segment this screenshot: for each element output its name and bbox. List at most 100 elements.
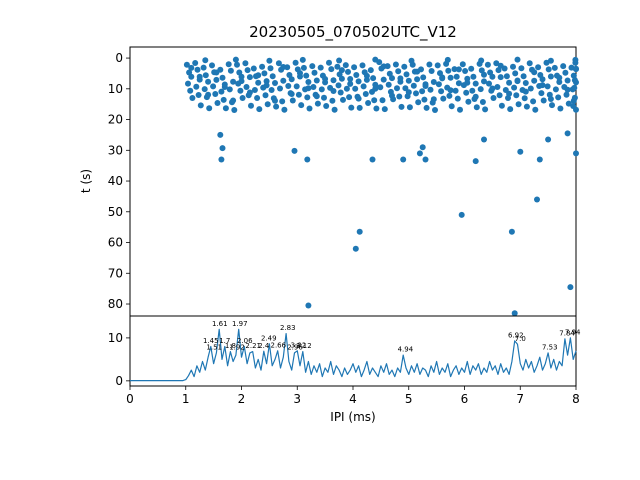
scatter-point (238, 73, 245, 80)
scatter-point (369, 156, 376, 163)
scatter-point (531, 77, 538, 84)
scatter-point (551, 64, 558, 71)
scatter-point (272, 97, 278, 104)
scatter-point (565, 100, 572, 107)
scatter-point (272, 80, 278, 86)
scatter-point (572, 56, 579, 63)
scatter-point (459, 61, 466, 68)
scatter-point (472, 93, 479, 100)
scatter-point (534, 196, 540, 203)
scatter-point (507, 106, 514, 113)
scatter-point (455, 66, 462, 73)
scatter-point (305, 85, 312, 92)
scatter-point (493, 60, 500, 67)
x-tick-label: 7 (516, 392, 524, 406)
scatter-point (213, 69, 220, 76)
peak-annotation: 2.83 (280, 324, 296, 332)
scatter-point (225, 61, 232, 68)
peak-annotation: 1.8 (225, 342, 236, 350)
scatter-point (556, 74, 563, 81)
scatter-point (334, 63, 341, 70)
scatter-point (494, 84, 501, 90)
scatter-point (367, 67, 374, 74)
scatter-point (300, 64, 307, 71)
scatter-point (310, 84, 317, 90)
x-tick-label: 4 (349, 392, 357, 406)
scatter-point (430, 96, 437, 103)
scatter-point (497, 74, 504, 81)
scatter-point (477, 86, 484, 93)
scatter-point (552, 86, 559, 93)
scatter-point (397, 78, 404, 85)
scatter-point (532, 106, 539, 113)
scatter-point (220, 96, 227, 103)
scatter-point (309, 63, 316, 70)
scatter-point (293, 83, 300, 90)
scatter-point (496, 92, 503, 99)
scatter-point (406, 104, 413, 111)
scatter-point (326, 59, 332, 66)
scatter-point (298, 102, 305, 109)
scatter-point (515, 101, 522, 108)
scatter-point (562, 69, 569, 76)
scatter-point (498, 102, 505, 109)
scatter-point (520, 73, 527, 80)
scatter-point (489, 73, 496, 80)
scatter-point (304, 94, 311, 101)
y-tick-label: 60 (108, 236, 123, 250)
scatter-point (237, 87, 244, 94)
scatter-point (318, 86, 325, 93)
scatter-point (234, 61, 240, 68)
scatter-point (230, 78, 237, 85)
scatter-point (353, 72, 360, 78)
scatter-point (567, 284, 574, 291)
scatter-point (394, 85, 400, 92)
scatter-point (291, 147, 298, 154)
scatter-point (337, 89, 344, 96)
y-tick-label: 0 (115, 51, 123, 65)
peak-annotation: 2.49 (261, 335, 277, 343)
scatter-point (465, 98, 472, 105)
scatter-point (523, 103, 530, 110)
scatter-point (217, 131, 224, 138)
scatter-point (210, 83, 217, 90)
scatter-point (261, 70, 268, 77)
x-tick-label: 5 (405, 392, 413, 406)
scatter-point (462, 68, 469, 74)
y-tick-label: 20 (108, 113, 123, 127)
scatter-point (522, 88, 529, 95)
scatter-point (281, 106, 288, 113)
scatter-point (536, 156, 543, 163)
scatter-point (557, 105, 564, 112)
scatter-point (359, 62, 366, 69)
scatter-point (373, 105, 380, 112)
scatter-point (530, 98, 537, 105)
scatter-point (187, 87, 194, 94)
scatter-point (573, 150, 579, 157)
scatter-point (221, 84, 228, 90)
scatter-point (370, 75, 377, 82)
scatter-point (380, 63, 387, 70)
scatter-point (292, 59, 299, 66)
peak-annotation: 1.45 (203, 337, 219, 345)
scatter-point (262, 92, 269, 99)
scatter-point (248, 102, 254, 109)
scatter-point (563, 91, 570, 98)
scatter-point (335, 82, 342, 89)
peak-annotation: 1.61 (212, 320, 228, 328)
scatter-point (432, 107, 438, 113)
scatter-point (405, 89, 412, 96)
scatter-point (185, 80, 191, 87)
y-axis-label: t (s) (79, 169, 93, 193)
scatter-point (564, 130, 571, 137)
scatter-point (435, 81, 442, 88)
scatter-point (415, 99, 422, 106)
y-tick-label: 80 (108, 297, 123, 311)
peak-annotation: 3.02 (291, 341, 307, 349)
scatter-point (313, 93, 320, 100)
scatter-point (570, 72, 577, 79)
scatter-point (410, 82, 417, 89)
scatter-point (503, 73, 510, 80)
scatter-point (244, 67, 251, 74)
scatter-point (280, 64, 287, 70)
